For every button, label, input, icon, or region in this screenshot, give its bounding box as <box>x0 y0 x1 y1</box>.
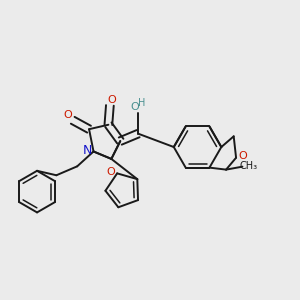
Text: CH₃: CH₃ <box>240 161 258 171</box>
Text: N: N <box>83 144 92 157</box>
Text: O: O <box>63 110 72 120</box>
Text: O: O <box>130 102 139 112</box>
Text: O: O <box>107 95 116 105</box>
Text: O: O <box>238 151 247 161</box>
Text: O: O <box>107 167 116 177</box>
Text: H: H <box>138 98 146 108</box>
